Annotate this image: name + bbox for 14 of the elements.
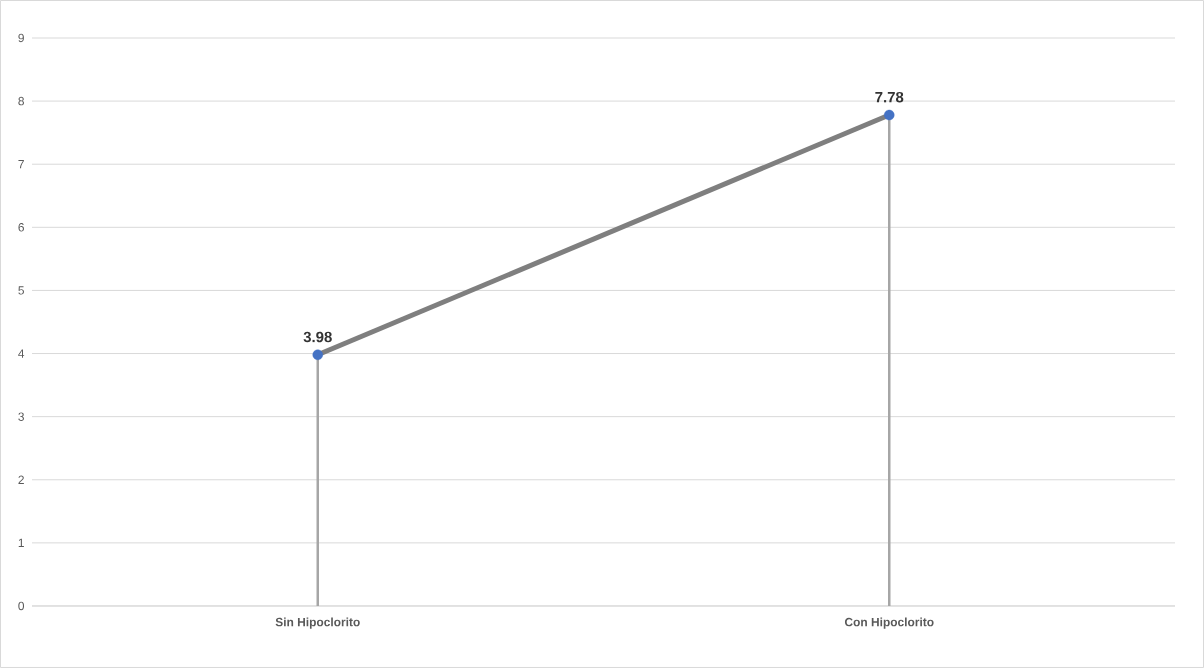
y-tick-label: 8	[18, 96, 24, 106]
data-label: 3.98	[303, 331, 332, 343]
y-tick-label: 3	[18, 412, 24, 421]
y-tick-label: 1	[18, 538, 24, 547]
y-tick-label: 0	[18, 601, 25, 611]
y-tick-label: 9	[18, 33, 24, 43]
y-tick-label: 6	[18, 223, 24, 232]
y-tick-label: 2	[18, 475, 24, 484]
x-tick-label: Con Hipoclorito	[844, 617, 934, 629]
y-tick-label: 7	[18, 160, 24, 169]
data-label: 7.78	[875, 91, 904, 103]
y-tick-label: 5	[18, 286, 24, 295]
x-tick-label: Sin Hipoclorito	[275, 617, 360, 629]
y-tick-label: 4	[18, 349, 25, 358]
